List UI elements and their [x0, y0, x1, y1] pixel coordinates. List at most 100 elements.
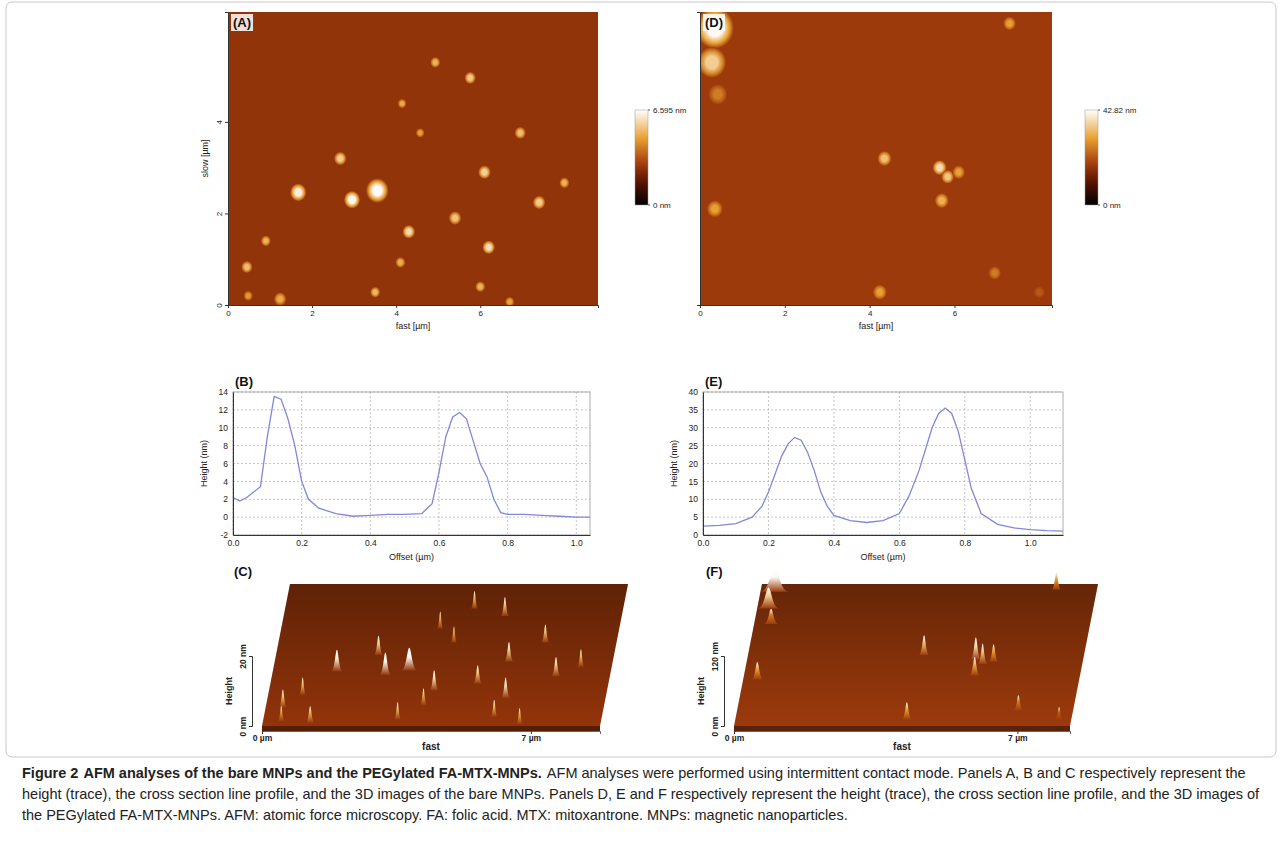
spike [279, 689, 287, 707]
tick-label: 6 [479, 309, 484, 318]
panel-label: (D) [705, 15, 723, 30]
plot-area [278, 591, 585, 725]
axis-title: fast [893, 741, 911, 752]
y-axis [697, 13, 701, 306]
tick: 40 [689, 387, 703, 397]
tick: 10 [689, 494, 703, 504]
tick-label: 2 [215, 211, 224, 216]
label-patch [231, 14, 253, 31]
axis-line [225, 13, 229, 306]
particle [241, 261, 252, 273]
particle [475, 281, 485, 292]
profile-line [703, 408, 1063, 531]
spike [471, 591, 478, 609]
tick: 0 [226, 305, 231, 318]
particle [243, 291, 252, 301]
particle [941, 170, 954, 184]
tick: 0 nm [710, 716, 724, 736]
tick-label: 1.0 [1025, 538, 1037, 548]
axis-line [234, 535, 591, 536]
plot-area [700, 12, 1052, 305]
y-axis: 0510152025303540 [689, 387, 704, 540]
tick: 20 [689, 459, 703, 469]
z-axis: 0 nm 120 nm [710, 641, 725, 736]
grid-line [233, 481, 590, 482]
grid-line [233, 427, 590, 428]
tick-label: 4 [223, 477, 228, 487]
tick-label: 0 µm [253, 733, 273, 743]
color-bar-tick [1098, 205, 1100, 206]
tick: 1.0 [571, 535, 583, 548]
surface-edge [734, 726, 1070, 731]
x-axis: 0246 [698, 305, 1052, 318]
particle [398, 99, 407, 109]
tick-mark [396, 305, 397, 308]
spike [516, 708, 523, 724]
plot-area [703, 408, 1063, 531]
particle [533, 196, 546, 210]
tick: 120 nm [710, 641, 724, 671]
color-bar [635, 110, 648, 205]
tick: 6 [479, 305, 484, 318]
grid-line [703, 463, 1063, 464]
particle [274, 292, 287, 305]
spike [451, 626, 457, 642]
particle [935, 193, 949, 208]
tick: 0 nm [238, 716, 252, 736]
caption-label: Figure 2 [22, 765, 78, 781]
axis-line [697, 13, 701, 306]
spike [437, 612, 443, 629]
tick-label: 40 [689, 387, 699, 397]
tick-label: 6 [223, 459, 228, 469]
tick: 4 [868, 305, 873, 318]
tick-label: 0.4 [365, 538, 377, 548]
panel-label: (C) [234, 564, 252, 579]
axis-title: Height [224, 677, 234, 705]
spike [1014, 695, 1024, 710]
particle [465, 72, 476, 84]
axis-title: Height (nm) [199, 440, 209, 487]
tick-label: 0.4 [828, 538, 840, 548]
axis-title: Offset (µm) [860, 552, 905, 562]
axis-line [701, 306, 1053, 309]
tick: 5 [693, 512, 703, 522]
x-axis: 0.00.20.40.60.81.0 [698, 535, 1064, 548]
tick-label: 6 [953, 309, 958, 318]
particle [402, 225, 415, 239]
tick: 0.2 [296, 535, 308, 548]
caption: Figure 2AFM analyses of the bare MNPs an… [22, 763, 1260, 826]
spike [491, 700, 498, 718]
grid-line [703, 517, 1063, 518]
tick-label: 2 [223, 494, 228, 504]
tick-label: 25 [689, 441, 699, 451]
tick-label: 0 [215, 303, 224, 308]
spike [971, 637, 982, 659]
tick: 7 µm [1008, 731, 1028, 743]
surface-plane [262, 584, 628, 726]
y-axis: -202468101214 [219, 387, 234, 540]
tick: 4 [223, 477, 233, 487]
color-bar-tick [648, 205, 650, 206]
axis-title: fast [µm] [859, 321, 894, 331]
tick: 2 [215, 211, 228, 216]
axis-line [249, 657, 253, 727]
particle [1003, 17, 1016, 31]
z-axis: 0 nm20 nm [238, 644, 253, 737]
grid-line [576, 392, 577, 535]
particle [700, 47, 726, 78]
tick-label: 4 [394, 309, 399, 318]
spike [504, 642, 513, 662]
tick-mark [312, 305, 313, 308]
spike [401, 648, 418, 671]
tick-label: 4 [868, 309, 873, 318]
tick-label: 0.6 [434, 538, 446, 548]
axis-line [721, 657, 725, 727]
spike [969, 657, 980, 676]
tick-label: 0.8 [959, 538, 971, 548]
axis-line [263, 732, 601, 735]
axis-line [233, 393, 234, 536]
tick-label: 8 [223, 441, 228, 451]
grid-line [703, 409, 1063, 410]
tick: 0 [693, 530, 703, 540]
tick-label: 4 [215, 120, 224, 125]
